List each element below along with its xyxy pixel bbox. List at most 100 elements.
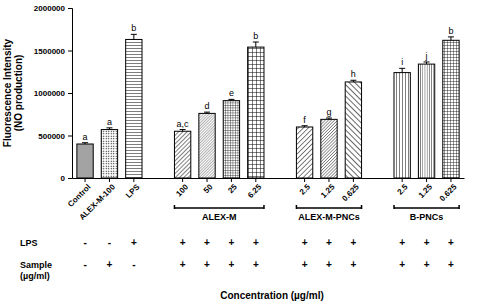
x-tick-mark [182, 178, 183, 182]
row-sign: + [253, 259, 259, 270]
x-tick: 0.625 [340, 178, 361, 203]
error-cap [399, 68, 405, 69]
significance-letter: h [351, 69, 356, 79]
x-tick-label: 25 [226, 182, 239, 195]
x-tick-mark [85, 178, 86, 182]
x-tick: LPS [124, 178, 142, 200]
x-tick-label: ALEX-M-100 [78, 182, 118, 222]
bar [418, 64, 434, 178]
y-tick-label: 2000000 [34, 4, 66, 13]
x-tick: 1.25 [319, 178, 337, 200]
row-sign: + [107, 259, 113, 270]
significance-letter: b [253, 31, 258, 41]
error-line [255, 42, 256, 47]
x-tick-label: 0.625 [340, 182, 361, 203]
y-tick-mark [68, 136, 72, 137]
row-sign: + [326, 259, 332, 270]
row-sign: + [180, 259, 186, 270]
bar [394, 73, 410, 178]
significance-letter: a [107, 117, 112, 127]
bar [199, 113, 215, 178]
row-sign: + [228, 237, 234, 248]
x-tick: 2.5 [395, 178, 410, 197]
bars [77, 34, 459, 178]
row-sign: + [448, 237, 454, 248]
error-bar [326, 118, 332, 119]
y-tick-label: 0 [61, 174, 66, 183]
y-tick: 1000000 [34, 89, 72, 98]
y-tick-label: 1000000 [34, 89, 66, 98]
group-bracket [394, 205, 459, 209]
y-tick-label: 500000 [38, 132, 65, 141]
error-cap [350, 80, 356, 81]
x-tick-label: 1.25 [319, 182, 337, 200]
row-sign: + [448, 259, 454, 270]
group-brackets: ALEX-MALEX-M-PNCsB-PNCs [174, 205, 459, 222]
significance-letters: aaba,cdebfghijb [83, 23, 454, 141]
row-label: (µg/ml) [20, 271, 50, 281]
y-tick-mark [68, 93, 72, 94]
x-tick-mark [328, 178, 329, 182]
x-tick: 2.5 [298, 178, 313, 197]
x-tick-label: 2.5 [298, 182, 313, 197]
x-axis-line [73, 178, 465, 179]
error-bar [399, 68, 405, 72]
error-bar [302, 126, 308, 127]
x-tick-mark [426, 178, 427, 182]
x-tick-mark [450, 178, 451, 182]
error-cap [204, 112, 210, 113]
x-tick-label: 1.25 [417, 182, 435, 200]
x-tick: ALEX-M-100 [78, 178, 118, 222]
error-bar [424, 62, 430, 64]
significance-letter: a,c [177, 119, 190, 129]
x-tick: 0.625 [438, 178, 459, 203]
x-tick-label: 0.625 [438, 182, 459, 203]
x-axis-title: Concentration (µg/ml) [220, 290, 324, 301]
row-sign: - [132, 259, 135, 270]
error-line [133, 34, 134, 39]
bar [345, 82, 361, 178]
x-tick: 100 [174, 178, 190, 198]
error-cap [106, 127, 112, 128]
row-sign: + [326, 237, 332, 248]
x-tick-mark [133, 178, 134, 182]
y-axis: 0500000100000015000002000000 [34, 4, 73, 183]
row-sign: + [350, 237, 356, 248]
error-bar [131, 34, 137, 39]
row-sign: + [424, 259, 430, 270]
error-bar [350, 80, 356, 82]
error-cap [326, 118, 332, 119]
error-cap [228, 99, 234, 100]
y-tick: 2000000 [34, 4, 72, 13]
x-tick: 6.25 [246, 178, 264, 200]
significance-letter: g [326, 107, 331, 117]
error-cap [180, 129, 186, 130]
significance-letter: d [205, 101, 210, 111]
group-bracket [296, 205, 361, 209]
group-label: ALEX-M-PNCs [298, 212, 360, 222]
significance-letter: e [229, 88, 234, 98]
x-tick-mark [255, 178, 256, 182]
error-line [450, 37, 451, 40]
row-sign: - [83, 237, 86, 248]
group-label: B-PNCs [410, 212, 444, 222]
row-sign: + [253, 237, 259, 248]
x-tick-label: 100 [174, 182, 190, 198]
significance-letter: b [131, 23, 136, 33]
x-tick-label: LPS [124, 182, 142, 200]
chart: aaba,cdebfghijb0500000100000015000002000… [0, 0, 500, 304]
row-sign: - [83, 259, 86, 270]
y-tick-mark [68, 51, 72, 52]
row-sign: + [424, 237, 430, 248]
error-line [402, 68, 403, 72]
error-bar [228, 99, 234, 100]
row-sign: + [228, 259, 234, 270]
error-bar [253, 42, 259, 47]
row-sign: + [399, 259, 405, 270]
error-cap [82, 142, 88, 143]
row-label: Sample [20, 260, 52, 270]
error-cap [424, 61, 430, 62]
error-bar [204, 112, 210, 113]
significance-letter: i [401, 57, 403, 67]
error-bar [82, 143, 88, 144]
